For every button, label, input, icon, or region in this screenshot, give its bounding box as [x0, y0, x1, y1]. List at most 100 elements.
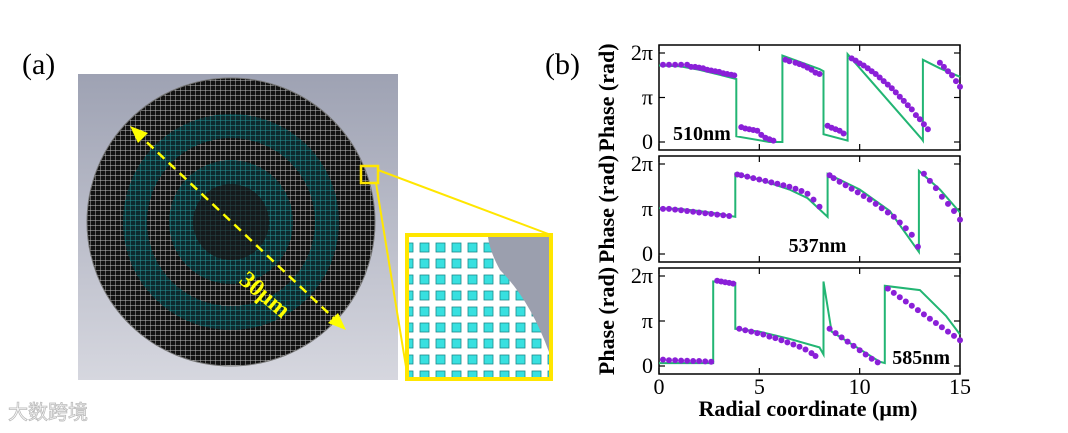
wavelength-label: 537nm	[789, 235, 847, 257]
y-tick-label: 0	[642, 353, 653, 378]
plot-frame	[658, 267, 961, 375]
measured-point	[702, 210, 709, 217]
x-tick-labels: 0 5 10 15	[654, 374, 972, 399]
x-tick-label: 10	[849, 374, 871, 399]
measured-point	[696, 209, 703, 216]
measured-point	[957, 337, 963, 344]
measured-point	[953, 78, 959, 85]
measured-point	[957, 216, 963, 223]
wavelength-label: 585nm	[892, 347, 950, 369]
x-tick-label: 15	[949, 374, 971, 399]
measured-point	[884, 81, 891, 88]
measured-point	[772, 335, 779, 342]
zoom-inset	[359, 164, 553, 381]
measured-point	[890, 289, 897, 296]
measured-point	[672, 206, 679, 213]
measured-point	[890, 213, 897, 220]
subplot-585nm: 0 π 2π Phase (rad) 585nm	[594, 263, 963, 378]
measured-point	[872, 71, 879, 77]
measured-point	[730, 280, 737, 287]
measured-point	[938, 193, 945, 200]
measured-point	[842, 182, 849, 189]
measured-point	[951, 208, 957, 214]
measured-point	[750, 175, 757, 182]
measured-point	[900, 97, 907, 104]
x-tick-label: 5	[754, 374, 765, 399]
arrowhead-bottom	[328, 313, 346, 330]
y-tick-label: π	[642, 308, 653, 333]
measured-point	[802, 346, 809, 353]
measured-point	[880, 78, 887, 85]
measured-point	[850, 342, 857, 349]
measured-point	[754, 127, 761, 134]
measured-point	[838, 334, 845, 341]
measured-point	[826, 325, 833, 332]
arrowhead-top	[130, 126, 148, 143]
x-tick-label: 0	[654, 374, 665, 399]
measured-point	[920, 121, 927, 128]
measured-point	[832, 330, 839, 337]
measured-point	[924, 126, 931, 133]
measured-point	[774, 180, 781, 187]
measured-point	[678, 357, 685, 364]
y-tick-label: π	[642, 84, 653, 109]
measured-point	[876, 74, 883, 81]
measured-point	[778, 337, 785, 344]
measured-point	[951, 332, 957, 339]
measured-point	[868, 355, 875, 362]
measured-point	[786, 183, 793, 190]
measured-point	[932, 185, 939, 192]
measured-point	[812, 353, 819, 359]
measured-point	[666, 205, 672, 212]
measured-point	[957, 83, 963, 90]
measured-point	[874, 359, 881, 366]
measured-point	[666, 357, 672, 364]
measured-point	[949, 72, 955, 79]
measured-point	[872, 200, 879, 207]
measured-point	[756, 176, 763, 183]
measured-point	[726, 213, 733, 219]
measured-point	[770, 137, 777, 144]
measured-point	[780, 182, 787, 189]
measured-point	[908, 302, 915, 309]
measured-point	[678, 207, 685, 214]
measured-point	[792, 185, 799, 192]
panel-b: (b) 0 π 2π Phase (rad) 510nm 0 π 2π Phase (rad) 5…	[545, 40, 971, 421]
measured-point	[884, 209, 891, 216]
measured-point	[902, 225, 909, 232]
y-tick-label: 0	[642, 241, 653, 266]
measured-point	[678, 61, 685, 68]
measured-point	[856, 347, 863, 354]
measured-point	[690, 358, 697, 364]
measured-point	[672, 357, 679, 364]
measured-point	[914, 243, 921, 250]
measured-point	[660, 356, 666, 363]
watermark: 大数跨境	[8, 400, 88, 424]
y-axis-label: Phase (rad)	[594, 155, 619, 263]
subplot-510nm: 0 π 2π Phase (rad) 510nm	[594, 40, 963, 154]
measured-point	[708, 358, 715, 365]
measured-point	[786, 58, 793, 65]
inset-background	[488, 237, 549, 352]
measured-point	[702, 358, 709, 365]
inset-frame	[405, 233, 553, 381]
measured-point	[848, 185, 855, 192]
measured-point	[742, 327, 749, 334]
wavelength-label: 510nm	[673, 123, 731, 145]
measured-point	[768, 179, 775, 186]
measured-point	[844, 338, 851, 345]
measured-point	[744, 173, 751, 180]
measured-point	[736, 325, 743, 332]
panel-b-label: (b)	[545, 48, 580, 81]
measured-point	[720, 212, 727, 219]
measured-point	[926, 315, 933, 322]
x-axis-label: Radial coordinate (μm)	[698, 396, 917, 421]
measured-point	[754, 330, 761, 337]
measured-point	[784, 339, 791, 346]
measured-point	[945, 68, 951, 75]
measured-point	[666, 61, 672, 68]
measured-point	[696, 358, 703, 364]
measured-point	[904, 102, 911, 109]
y-tick-label: 0	[642, 129, 653, 154]
panel-a: (a) 30μm	[22, 48, 553, 381]
